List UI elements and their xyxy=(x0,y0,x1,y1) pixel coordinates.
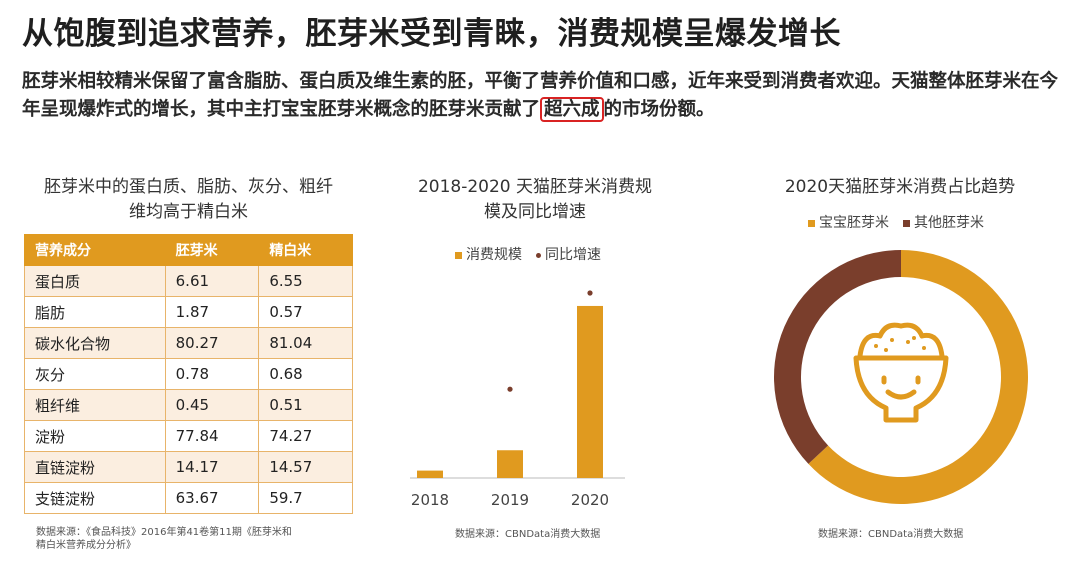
bar-title-line1: 2018-2020 天猫胚芽米消费规 xyxy=(417,177,653,197)
intro-highlight: 超六成 xyxy=(540,97,604,122)
table-cell: 81.04 xyxy=(258,327,353,359)
table-row: 碳水化合物 80.27 81.04 xyxy=(24,327,353,359)
table-row-label: 脂肪 xyxy=(24,296,166,328)
bar-chart: 2018 2019 2020 xyxy=(410,290,625,509)
bar-2018 xyxy=(417,470,443,478)
table-cell: 74.27 xyxy=(258,420,353,452)
table-cell: 6.61 xyxy=(164,265,260,297)
legend-bar-item: 消费规模 xyxy=(455,244,522,264)
bar-panel-title: 2018-2020 天猫胚芽米消费规 模及同比增速 xyxy=(390,175,680,225)
table-header-cell: 营养成分 xyxy=(24,234,166,266)
page-title: 从饱腹到追求营养，胚芽米受到青睐，消费规模呈爆发增长 xyxy=(22,16,841,52)
table-cell: 0.45 xyxy=(164,389,260,421)
table-cell: 14.57 xyxy=(258,451,353,483)
table-cell: 59.7 xyxy=(258,482,353,514)
table-row-label: 支链淀粉 xyxy=(24,482,166,514)
table-cell: 77.84 xyxy=(164,420,260,452)
table-source-line2: 精白米营养成分分析》 xyxy=(36,540,136,551)
legend-slice-1-swatch xyxy=(808,219,815,227)
bar-title-line2: 模及同比增速 xyxy=(484,202,586,222)
table-row: 粗纤维 0.45 0.51 xyxy=(24,389,353,421)
bar-2019 xyxy=(497,450,523,478)
intro-text: 胚芽米相较精米保留了富含脂肪、蛋白质及维生素的胚，平衡了营养价值和口感，近年来受… xyxy=(22,71,1059,120)
nutrition-table: 营养成分 胚芽米 精白米 蛋白质 6.61 6.55 脂肪 1.87 0.57 碳水化合物 80.… xyxy=(24,234,353,514)
table-row-label: 粗纤维 xyxy=(24,389,166,421)
legend-slice-1-label: 宝宝胚芽米 xyxy=(819,215,889,231)
x-tick-label: 2018 xyxy=(411,491,449,509)
table-panel-title: 胚芽米中的蛋白质、脂肪、灰分、粗纤 维均高于精白米 xyxy=(24,175,353,225)
donut-slice-2 xyxy=(774,250,901,464)
table-row-label: 直链淀粉 xyxy=(24,451,166,483)
table-header-cell: 胚芽米 xyxy=(164,234,260,266)
table-row: 灰分 0.78 0.68 xyxy=(24,358,353,390)
table-row: 支链淀粉 63.67 59.7 xyxy=(24,482,353,514)
table-cell: 1.87 xyxy=(164,296,260,328)
rice-bowl-smile-icon xyxy=(853,322,949,423)
legend-dot-swatch xyxy=(536,252,541,258)
legend-slice-1: 宝宝胚芽米 xyxy=(808,212,889,232)
table-row-label: 蛋白质 xyxy=(24,265,166,297)
legend-slice-2-swatch xyxy=(903,219,910,227)
bar-legend: 消费规模 同比增速 xyxy=(455,244,601,264)
table-row: 淀粉 77.84 74.27 xyxy=(24,420,353,452)
table-header-row: 营养成分 胚芽米 精白米 xyxy=(24,234,353,266)
table-source: 数据来源：《食品科技》2016年第41卷第11期《胚芽米和 精白米营养成分分析》 xyxy=(36,526,356,552)
table-row: 直链淀粉 14.17 14.57 xyxy=(24,451,353,483)
bar-source: 数据来源：CBNData消费大数据 xyxy=(455,529,601,540)
legend-bar-label: 消费规模 xyxy=(466,247,522,263)
intro-text-end: 的市场份额。 xyxy=(603,99,715,120)
table-cell: 0.51 xyxy=(258,389,353,421)
growth-dot-2020 xyxy=(587,290,593,296)
table-row: 蛋白质 6.61 6.55 xyxy=(24,265,353,297)
pie-legend: 宝宝胚芽米 其他胚芽米 xyxy=(808,212,984,232)
table-row-label: 碳水化合物 xyxy=(24,327,166,359)
table-cell: 0.78 xyxy=(164,358,260,390)
bar-2020 xyxy=(577,305,603,478)
table-row: 脂肪 1.87 0.57 xyxy=(24,296,353,328)
table-row-label: 灰分 xyxy=(24,358,166,390)
pie-panel-title: 2020天猫胚芽米消费占比趋势 xyxy=(784,177,1016,197)
donut-chart xyxy=(774,250,1028,504)
table-source-line1: 数据来源：《食品科技》2016年第41卷第11期《胚芽米和 xyxy=(36,527,292,538)
table-cell: 80.27 xyxy=(164,327,260,359)
x-tick-label: 2019 xyxy=(491,491,529,509)
table-cell: 0.57 xyxy=(258,296,353,328)
legend-slice-2: 其他胚芽米 xyxy=(903,212,984,232)
growth-dot-2019 xyxy=(507,386,513,392)
table-cell: 0.68 xyxy=(258,358,353,390)
table-cell: 14.17 xyxy=(164,451,260,483)
legend-dot-item: 同比增速 xyxy=(536,244,601,264)
table-title-line2: 维均高于精白米 xyxy=(129,202,248,222)
table-title-line1: 胚芽米中的蛋白质、脂肪、灰分、粗纤 xyxy=(44,177,333,197)
x-tick-label: 2020 xyxy=(571,491,609,509)
intro-paragraph: 胚芽米相较精米保留了富含脂肪、蛋白质及维生素的胚，平衡了营养价值和口感，近年来受… xyxy=(22,68,1067,124)
pie-source: 数据来源：CBNData消费大数据 xyxy=(818,529,964,540)
table-header-cell: 精白米 xyxy=(258,234,353,266)
table-cell: 63.67 xyxy=(164,482,260,514)
legend-slice-2-label: 其他胚芽米 xyxy=(914,215,984,231)
table-cell: 6.55 xyxy=(258,265,353,297)
table-body: 蛋白质 6.61 6.55 脂肪 1.87 0.57 碳水化合物 80.27 81.04 灰分 0.… xyxy=(24,265,353,514)
donut-slice-1 xyxy=(808,250,1028,504)
legend-dot-label: 同比增速 xyxy=(545,247,601,263)
table-row-label: 淀粉 xyxy=(24,420,166,452)
legend-bar-swatch xyxy=(455,251,462,259)
